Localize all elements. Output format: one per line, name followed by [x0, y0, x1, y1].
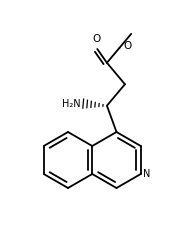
Text: H₂N: H₂N — [62, 99, 80, 109]
Text: O: O — [92, 34, 100, 44]
Text: N: N — [143, 169, 150, 179]
Text: O: O — [124, 41, 132, 51]
